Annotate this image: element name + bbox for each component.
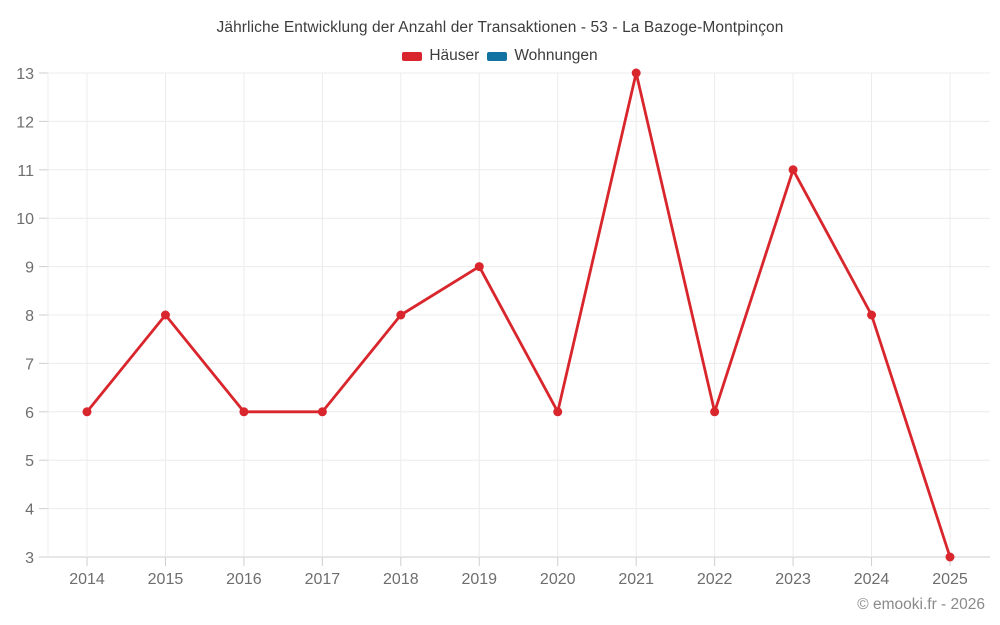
x-tick-label: 2022 bbox=[697, 571, 733, 588]
x-tick-label: 2021 bbox=[618, 571, 654, 588]
data-point-marker[interactable] bbox=[160, 310, 170, 320]
y-tick-label: 13 bbox=[16, 66, 34, 83]
x-tick-label: 2018 bbox=[383, 571, 419, 588]
legend-label-haeuser: Häuser bbox=[429, 47, 480, 64]
y-tick-label: 9 bbox=[25, 260, 34, 277]
y-tick-label: 8 bbox=[25, 308, 34, 325]
x-tick-label: 2014 bbox=[69, 571, 105, 588]
legend-label-wohnungen: Wohnungen bbox=[514, 47, 598, 64]
legend-swatch-wohnungen bbox=[487, 51, 508, 61]
legend-item-haeuser[interactable]: Häuser bbox=[402, 47, 479, 65]
data-point-marker[interactable] bbox=[82, 407, 92, 417]
data-point-marker[interactable] bbox=[239, 407, 249, 417]
y-tick-label: 3 bbox=[25, 550, 34, 567]
data-point-marker[interactable] bbox=[631, 68, 641, 78]
x-tick-label: 2023 bbox=[775, 571, 811, 588]
copyright: © emooki.fr - 2026 bbox=[857, 596, 985, 613]
x-tick-label: 2024 bbox=[854, 571, 890, 588]
chart-title: Jährliche Entwicklung der Anzahl der Tra… bbox=[216, 19, 784, 36]
y-tick-label: 12 bbox=[16, 114, 34, 131]
data-point-marker[interactable] bbox=[788, 165, 798, 175]
data-point-marker[interactable] bbox=[474, 262, 484, 272]
legend: Häuser Wohnungen bbox=[0, 47, 1000, 65]
y-tick-label: 5 bbox=[25, 453, 34, 470]
data-point-marker[interactable] bbox=[396, 310, 406, 320]
x-tick-label: 2025 bbox=[932, 571, 968, 588]
x-tick-label: 2019 bbox=[461, 571, 497, 588]
legend-item-wohnungen[interactable]: Wohnungen bbox=[487, 47, 598, 65]
data-point-marker[interactable] bbox=[710, 407, 720, 417]
x-tick-label: 2015 bbox=[148, 571, 184, 588]
data-point-marker[interactable] bbox=[945, 552, 955, 562]
y-tick-label: 7 bbox=[25, 356, 34, 373]
legend-swatch-haeuser bbox=[402, 51, 423, 61]
data-point-marker[interactable] bbox=[317, 407, 327, 417]
series-line-häuser bbox=[85, 71, 952, 559]
y-tick-label: 4 bbox=[25, 502, 34, 519]
data-point-marker[interactable] bbox=[867, 310, 877, 320]
x-tick-label: 2017 bbox=[305, 571, 341, 588]
y-tick-label: 11 bbox=[17, 163, 34, 180]
x-tick-label: 2020 bbox=[540, 571, 576, 588]
data-point-marker[interactable] bbox=[553, 407, 563, 417]
y-tick-label: 6 bbox=[25, 405, 34, 422]
y-tick-label: 10 bbox=[16, 211, 34, 228]
x-tick-label: 2016 bbox=[226, 571, 262, 588]
